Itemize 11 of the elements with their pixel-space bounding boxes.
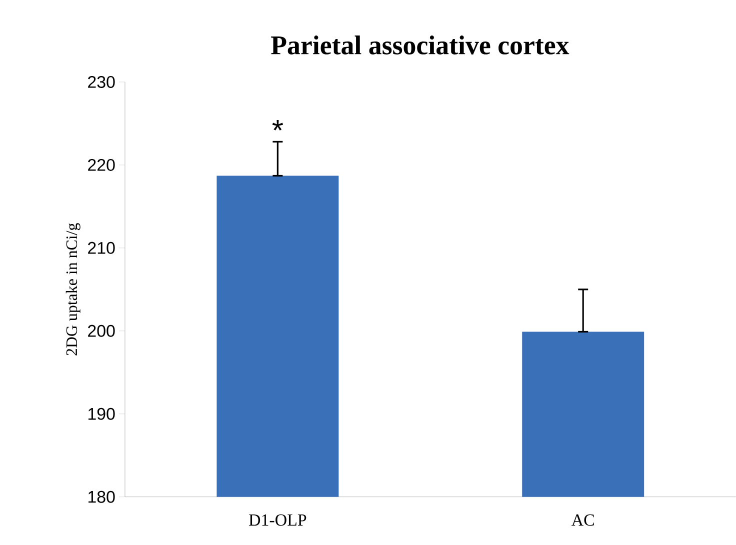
y-tick-label: 180 (88, 490, 115, 503)
y-tick-label: 200 (88, 324, 115, 337)
y-tick-label: 210 (88, 242, 115, 254)
x-tick-label: AC (572, 514, 594, 526)
y-tick-label: 190 (88, 408, 115, 420)
y-axis-title: 2DG uptake in nCi/g (66, 223, 80, 356)
x-tick-label: D1-OLP (249, 514, 306, 526)
chart-title: Parietal associative cortex (271, 36, 570, 55)
y-tick-label: 220 (88, 159, 115, 172)
annotation: * (272, 120, 284, 131)
y-tick-label: 230 (88, 76, 115, 88)
